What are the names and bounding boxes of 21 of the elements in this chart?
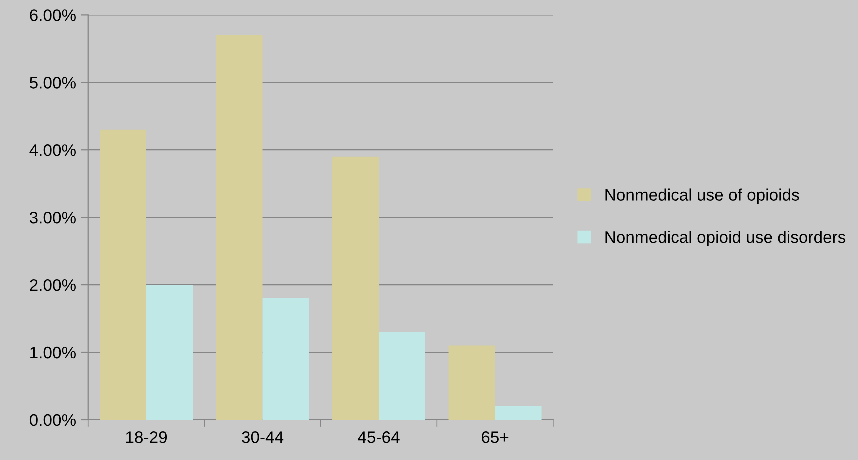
y-tick-label: 1.00% (30, 346, 76, 359)
bar (262, 298, 310, 420)
legend-label: Nonmedical opioid use disorders (606, 231, 846, 247)
y-tick-label: 5.00% (30, 77, 76, 89)
y-tick-label: 3.00% (30, 212, 76, 224)
bar (332, 156, 380, 420)
y-tick-label: 2.00% (30, 279, 76, 292)
bar (379, 332, 426, 420)
bar (448, 346, 496, 420)
y-tick-label: 6.00% (30, 10, 76, 22)
y-tick-label: 4.00% (30, 144, 76, 156)
bar (146, 285, 194, 420)
bar (100, 130, 147, 420)
y-tick-label: 0.00% (30, 414, 76, 426)
x-tick-label: 65+ (482, 432, 509, 444)
x-tick-label: 30-44 (242, 432, 284, 444)
x-tick-label: 45-64 (358, 432, 400, 444)
legend-label: Nonmedical use of opioids (606, 188, 800, 204)
bar (495, 406, 542, 420)
x-tick-label: 18-29 (126, 432, 168, 444)
bar (216, 35, 263, 420)
